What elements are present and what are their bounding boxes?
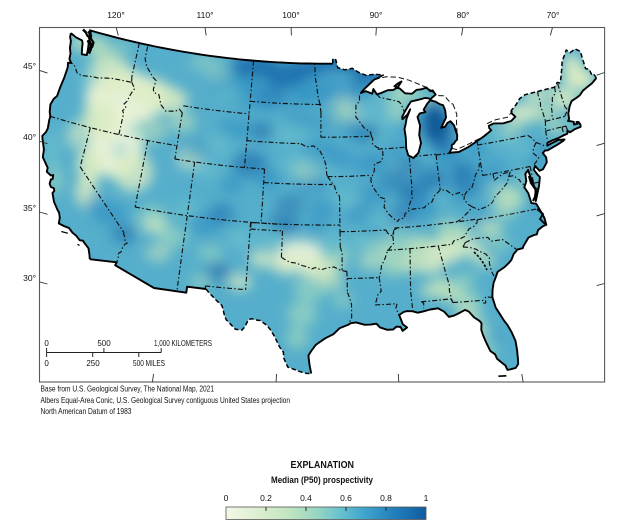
svg-text:100°: 100° [282, 10, 300, 20]
svg-text:80°: 80° [457, 10, 470, 20]
svg-text:1,000 KILOMETERS: 1,000 KILOMETERS [154, 339, 212, 348]
svg-text:1: 1 [424, 493, 429, 503]
svg-text:110°: 110° [197, 10, 214, 20]
svg-text:30°: 30° [23, 273, 36, 283]
svg-text:0.2: 0.2 [260, 493, 272, 503]
svg-text:Base from U.S. Geological Surv: Base from U.S. Geological Survey, The Na… [41, 385, 215, 394]
svg-text:EXPLANATION: EXPLANATION [291, 459, 355, 471]
svg-text:45°: 45° [23, 61, 36, 71]
svg-text:North American Datum of 1983: North American Datum of 1983 [41, 407, 132, 416]
svg-text:250: 250 [86, 359, 100, 368]
svg-text:0.6: 0.6 [340, 493, 352, 503]
svg-text:500 MILES: 500 MILES [133, 359, 165, 368]
svg-text:Albers Equal-Area Conic, U.S.: Albers Equal-Area Conic, U.S. Geological… [41, 396, 291, 405]
svg-text:Median (P50) prospectivity: Median (P50) prospectivity [271, 475, 373, 485]
svg-text:40°: 40° [23, 132, 36, 142]
svg-text:0: 0 [44, 359, 49, 368]
svg-text:120°: 120° [107, 10, 125, 20]
svg-text:0: 0 [224, 493, 229, 503]
svg-text:0: 0 [44, 339, 49, 348]
svg-text:500: 500 [97, 339, 111, 348]
svg-text:90°: 90° [370, 10, 383, 20]
svg-text:70°: 70° [547, 10, 560, 20]
svg-text:0.4: 0.4 [300, 493, 312, 503]
svg-text:0.8: 0.8 [380, 493, 392, 503]
svg-text:35°: 35° [23, 203, 36, 213]
